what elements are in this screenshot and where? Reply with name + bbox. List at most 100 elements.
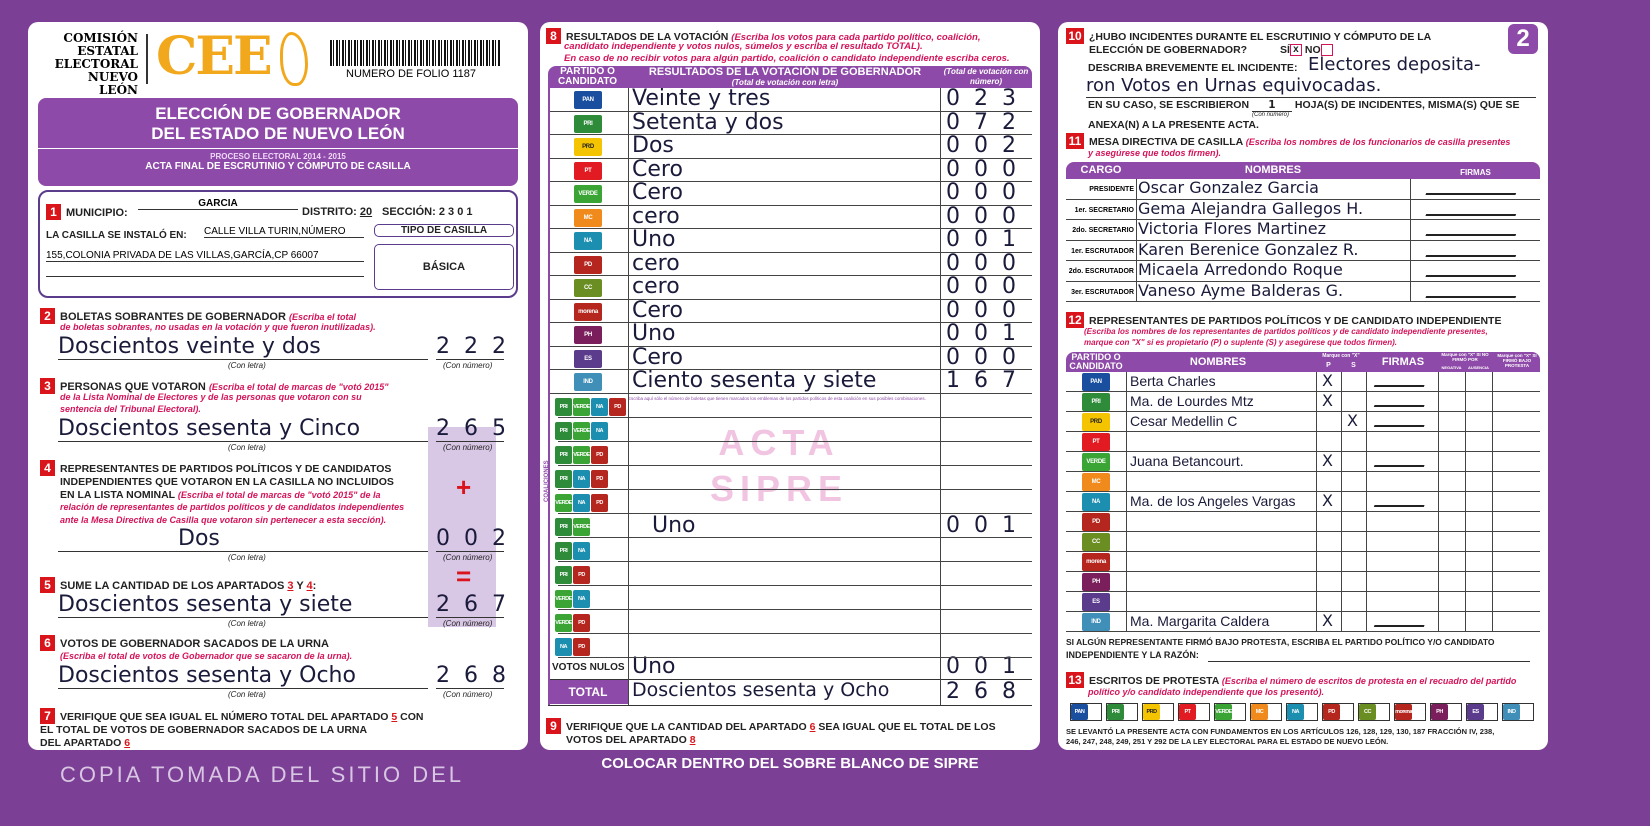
propietario-mark[interactable]: X	[1322, 451, 1333, 470]
results-numero-field[interactable]: 023	[946, 86, 1030, 111]
party-logo-pri-icon: PRI	[574, 114, 602, 133]
incident-field-1[interactable]: Electores deposita-	[1308, 54, 1481, 75]
results-numero-field[interactable]: 001	[946, 321, 1030, 346]
results-numero-field[interactable]: 072	[946, 109, 1030, 135]
coalition-numero-field[interactable]: 001	[946, 513, 1030, 538]
results-letra-field[interactable]: Cero	[632, 344, 683, 370]
propietario-mark[interactable]: X	[1322, 611, 1333, 630]
si-checkbox[interactable]: x	[1289, 44, 1302, 57]
protest-box-mc[interactable]	[1250, 703, 1282, 721]
propietario-mark[interactable]: X	[1322, 371, 1333, 390]
results-letra-field[interactable]: Veinte y tres	[632, 86, 771, 111]
protest-box-verde[interactable]	[1214, 703, 1246, 721]
results-letra-field[interactable]: cero	[632, 250, 680, 276]
results-numero-field[interactable]: 000	[946, 297, 1030, 323]
results-numero-field[interactable]: 000	[946, 203, 1030, 229]
results-numero-field[interactable]: 002	[946, 133, 1030, 158]
representante-nombre-field[interactable]: Cesar Medellin C	[1130, 413, 1238, 429]
mesa-nombre-field[interactable]: Oscar Gonzalez Garcia	[1138, 178, 1319, 197]
coalition-letra-field[interactable]: Uno	[652, 513, 696, 538]
results-row	[548, 276, 1032, 300]
results-numero-field[interactable]: 167	[946, 368, 1030, 393]
tipo-casilla-label: TIPO DE CASILLA	[374, 224, 514, 237]
total-numero-field[interactable]: 268	[946, 679, 1030, 704]
results-numero-field[interactable]: 000	[946, 250, 1030, 276]
mesa-nombre-field[interactable]: Karen Berenice Gonzalez R.	[1138, 239, 1359, 259]
party-logo-pan-icon: PAN	[1082, 373, 1110, 391]
signature	[1373, 615, 1429, 627]
s6-letra-field[interactable]: Doscientos sesenta y Ocho	[58, 663, 428, 690]
protest-box-pd[interactable]	[1322, 703, 1354, 721]
results-letra-field[interactable]: cero	[632, 203, 680, 229]
protest-reason-field[interactable]	[1208, 650, 1530, 662]
s5-numero-field[interactable]: 267	[436, 592, 520, 619]
results-row	[548, 347, 1032, 370]
address-line-1[interactable]: CALLE VILLA TURIN,NÚMERO	[204, 226, 364, 238]
results-letra-field[interactable]: Cero	[632, 180, 683, 205]
seccion-field[interactable]: 2 3 0 1	[438, 206, 473, 218]
protest-box-pri[interactable]	[1106, 703, 1138, 721]
party-logo-na-icon: NA	[573, 542, 590, 560]
address-line-2[interactable]: 155,COLONIA PRIVADA DE LAS VILLAS,GARCÍA…	[46, 250, 364, 262]
results-letra-field[interactable]: Dos	[632, 133, 674, 158]
mesa-nombre-field[interactable]: Victoria Flores Martinez	[1138, 219, 1327, 238]
s3-letra-field[interactable]: Doscientos sesenta y Cinco	[58, 416, 428, 443]
results-letra-field[interactable]: cero	[632, 274, 680, 299]
propietario-mark[interactable]: X	[1322, 491, 1333, 510]
party-logo-verde-icon: VERDE	[573, 398, 590, 416]
protest-box-pt[interactable]	[1178, 703, 1210, 721]
s2-letra-field[interactable]: Doscientos veinte y dos	[58, 334, 428, 361]
protest-box-prd[interactable]	[1142, 703, 1174, 721]
representante-nombre-field[interactable]: Berta Charles	[1130, 373, 1216, 389]
representante-nombre-field[interactable]: Ma. Margarita Caldera	[1130, 613, 1270, 629]
representante-nombre-field[interactable]: Ma. de Lourdes Mtz	[1130, 393, 1254, 409]
protest-box-na[interactable]	[1286, 703, 1318, 721]
distrito-field[interactable]: 20	[359, 206, 373, 218]
party-logo-pri-icon: PRI	[555, 518, 572, 536]
protest-box-ph[interactable]	[1430, 703, 1462, 721]
tipo-casilla-value[interactable]: BÁSICA	[374, 244, 514, 290]
protest-box-es[interactable]	[1466, 703, 1498, 721]
no-checkbox[interactable]	[1320, 44, 1333, 57]
hojas-field[interactable]: 1	[1251, 99, 1292, 112]
results-numero-field[interactable]: 001	[946, 227, 1030, 252]
s4-letra-field[interactable]: Dos	[58, 526, 428, 553]
representante-nombre-field[interactable]: Juana Betancourt.	[1130, 453, 1244, 469]
protest-box-ind[interactable]	[1502, 703, 1534, 721]
results-letra-field[interactable]: Uno	[632, 321, 676, 346]
party-logo-na-icon: NA	[573, 470, 590, 488]
protest-box-pan[interactable]	[1070, 703, 1102, 721]
total-letra-field[interactable]: Doscientos sesenta y Ocho	[632, 679, 890, 701]
results-letra-field[interactable]: Uno	[632, 227, 676, 252]
incident-field-2[interactable]: ron Votos en Urnas equivocadas.	[1086, 75, 1536, 98]
s2-numero-field[interactable]: 222	[436, 334, 520, 361]
coalition-row	[558, 514, 1032, 538]
representante-nombre-field[interactable]: Ma. de los Angeles Vargas	[1130, 493, 1296, 509]
protest-box-morena[interactable]	[1394, 703, 1426, 721]
party-logo-morena-icon: morena	[1395, 704, 1412, 720]
s5-letra-field[interactable]: Doscientos sesenta y siete	[58, 592, 428, 619]
s3-numero-field[interactable]: 265	[436, 416, 520, 443]
mesa-nombre-field[interactable]: Micaela Arredondo Roque	[1138, 260, 1343, 279]
results-letra-field[interactable]: Cero	[632, 297, 683, 323]
nulos-letra-field[interactable]: Uno	[632, 654, 676, 679]
mesa-nombre-field[interactable]: Vaneso Ayme Balderas G.	[1138, 280, 1344, 300]
column-divider	[1126, 372, 1127, 632]
municipio-field[interactable]: GARCIA	[138, 198, 298, 210]
signature	[1373, 375, 1429, 387]
results-letra-field[interactable]: Ciento sesenta y siete	[632, 368, 877, 393]
propietario-mark[interactable]: X	[1322, 391, 1333, 410]
protest-box-cc[interactable]	[1358, 703, 1390, 721]
suplente-mark[interactable]: X	[1347, 411, 1358, 430]
nulos-numero-field[interactable]: 001	[946, 654, 1030, 679]
results-letra-field[interactable]: Cero	[632, 156, 683, 182]
s6-numero-field[interactable]: 268	[436, 663, 520, 690]
results-numero-field[interactable]: 000	[946, 180, 1030, 205]
results-numero-field[interactable]: 000	[946, 274, 1030, 299]
results-numero-field[interactable]: 000	[946, 344, 1030, 370]
watermark-copia: COPIA TOMADA DEL SITIO DEL	[60, 762, 465, 787]
results-letra-field[interactable]: Setenta y dos	[632, 109, 784, 135]
s4-numero-field[interactable]: 002	[436, 526, 520, 553]
results-numero-field[interactable]: 000	[946, 156, 1030, 182]
mesa-nombre-field[interactable]: Gema Alejandra Gallegos H.	[1138, 198, 1364, 218]
